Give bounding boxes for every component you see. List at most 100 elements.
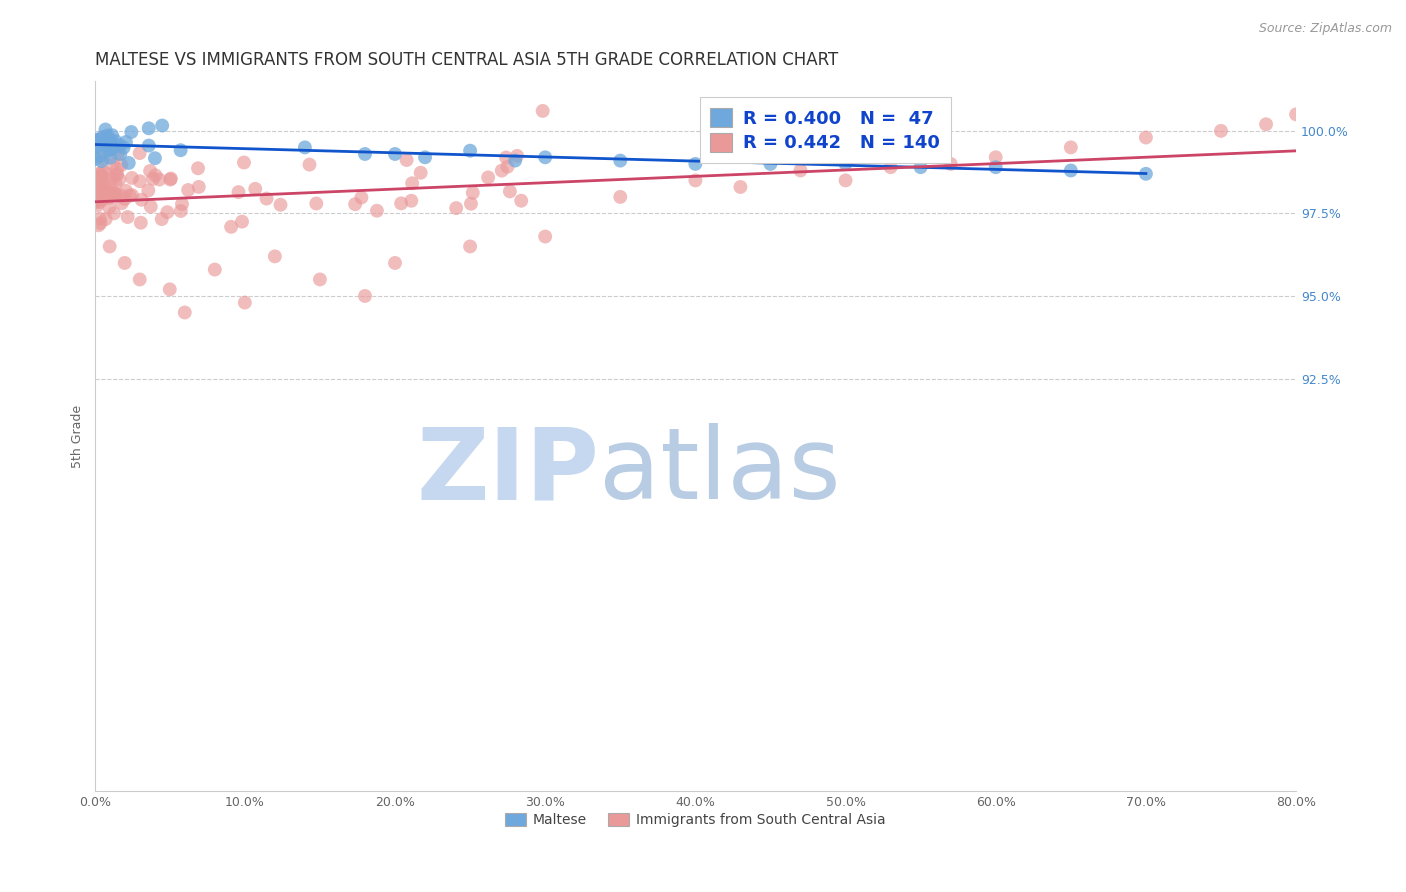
Point bbox=[413, 150, 436, 164]
Point bbox=[344, 197, 367, 211]
Point bbox=[187, 180, 209, 194]
Point bbox=[233, 155, 256, 169]
Point bbox=[84, 193, 107, 207]
Point bbox=[231, 214, 253, 228]
Point bbox=[84, 172, 107, 186]
Point bbox=[93, 179, 115, 194]
Point bbox=[89, 132, 111, 146]
Point bbox=[86, 186, 108, 200]
Point bbox=[115, 135, 138, 149]
Point bbox=[96, 186, 118, 200]
Point bbox=[84, 140, 107, 154]
Point bbox=[187, 161, 209, 176]
Point bbox=[84, 194, 107, 208]
Point bbox=[84, 181, 107, 195]
Point bbox=[89, 211, 111, 226]
Point bbox=[789, 163, 811, 178]
Point bbox=[94, 186, 117, 200]
Point bbox=[90, 177, 112, 191]
Point bbox=[108, 138, 131, 153]
Point bbox=[160, 171, 183, 186]
Point bbox=[350, 190, 373, 204]
Point bbox=[148, 172, 170, 186]
Point bbox=[401, 194, 423, 208]
Point bbox=[1060, 140, 1083, 154]
Point bbox=[94, 212, 117, 227]
Point bbox=[129, 216, 152, 230]
Point bbox=[984, 160, 1007, 174]
Point bbox=[233, 295, 256, 310]
Point bbox=[89, 216, 111, 230]
Text: ZIP: ZIP bbox=[416, 424, 599, 520]
Point bbox=[86, 140, 108, 154]
Point bbox=[101, 187, 124, 202]
Point bbox=[128, 272, 150, 286]
Point bbox=[156, 205, 179, 219]
Text: Source: ZipAtlas.com: Source: ZipAtlas.com bbox=[1258, 22, 1392, 36]
Point bbox=[84, 195, 107, 210]
Point bbox=[228, 185, 250, 199]
Point bbox=[114, 256, 136, 270]
Point bbox=[118, 156, 141, 170]
Text: MALTESE VS IMMIGRANTS FROM SOUTH CENTRAL ASIA 5TH GRADE CORRELATION CHART: MALTESE VS IMMIGRANTS FROM SOUTH CENTRAL… bbox=[94, 51, 838, 69]
Point bbox=[96, 167, 118, 181]
Point bbox=[461, 186, 484, 200]
Point bbox=[609, 153, 631, 168]
Point bbox=[89, 185, 111, 199]
Point bbox=[105, 161, 128, 176]
Point bbox=[98, 239, 121, 253]
Point bbox=[395, 153, 418, 167]
Point bbox=[458, 144, 481, 158]
Point bbox=[86, 198, 108, 212]
Point bbox=[98, 133, 121, 147]
Point bbox=[142, 171, 165, 186]
Point bbox=[910, 160, 932, 174]
Point bbox=[112, 140, 135, 154]
Point bbox=[84, 174, 107, 188]
Point bbox=[150, 212, 173, 227]
Point bbox=[305, 196, 328, 211]
Point bbox=[496, 160, 519, 174]
Point bbox=[834, 157, 856, 171]
Point bbox=[159, 282, 181, 296]
Point bbox=[458, 239, 481, 253]
Point bbox=[159, 172, 181, 186]
Point bbox=[87, 219, 110, 233]
Point bbox=[101, 141, 124, 155]
Point bbox=[110, 158, 132, 172]
Point bbox=[444, 201, 467, 215]
Point bbox=[384, 147, 406, 161]
Point bbox=[173, 305, 195, 319]
Point bbox=[1254, 117, 1277, 131]
Point bbox=[354, 289, 377, 303]
Point bbox=[115, 184, 138, 198]
Point bbox=[90, 170, 112, 185]
Point bbox=[138, 138, 160, 153]
Point bbox=[89, 195, 111, 210]
Point bbox=[491, 163, 513, 178]
Point bbox=[879, 160, 901, 174]
Point bbox=[477, 170, 499, 185]
Point bbox=[91, 188, 114, 202]
Point bbox=[730, 180, 752, 194]
Point bbox=[84, 152, 107, 166]
Point bbox=[108, 172, 131, 186]
Point bbox=[90, 135, 112, 149]
Point bbox=[177, 183, 200, 197]
Point bbox=[170, 197, 193, 211]
Point bbox=[256, 192, 278, 206]
Point bbox=[110, 147, 132, 161]
Point bbox=[245, 182, 267, 196]
Point bbox=[1135, 167, 1157, 181]
Point bbox=[1135, 130, 1157, 145]
Point bbox=[84, 175, 107, 189]
Y-axis label: 5th Grade: 5th Grade bbox=[72, 405, 84, 468]
Point bbox=[1060, 163, 1083, 178]
Point bbox=[89, 168, 111, 182]
Point bbox=[354, 147, 377, 161]
Point bbox=[100, 136, 122, 151]
Point bbox=[131, 193, 153, 207]
Point bbox=[294, 140, 316, 154]
Point bbox=[104, 188, 127, 202]
Point bbox=[103, 185, 125, 199]
